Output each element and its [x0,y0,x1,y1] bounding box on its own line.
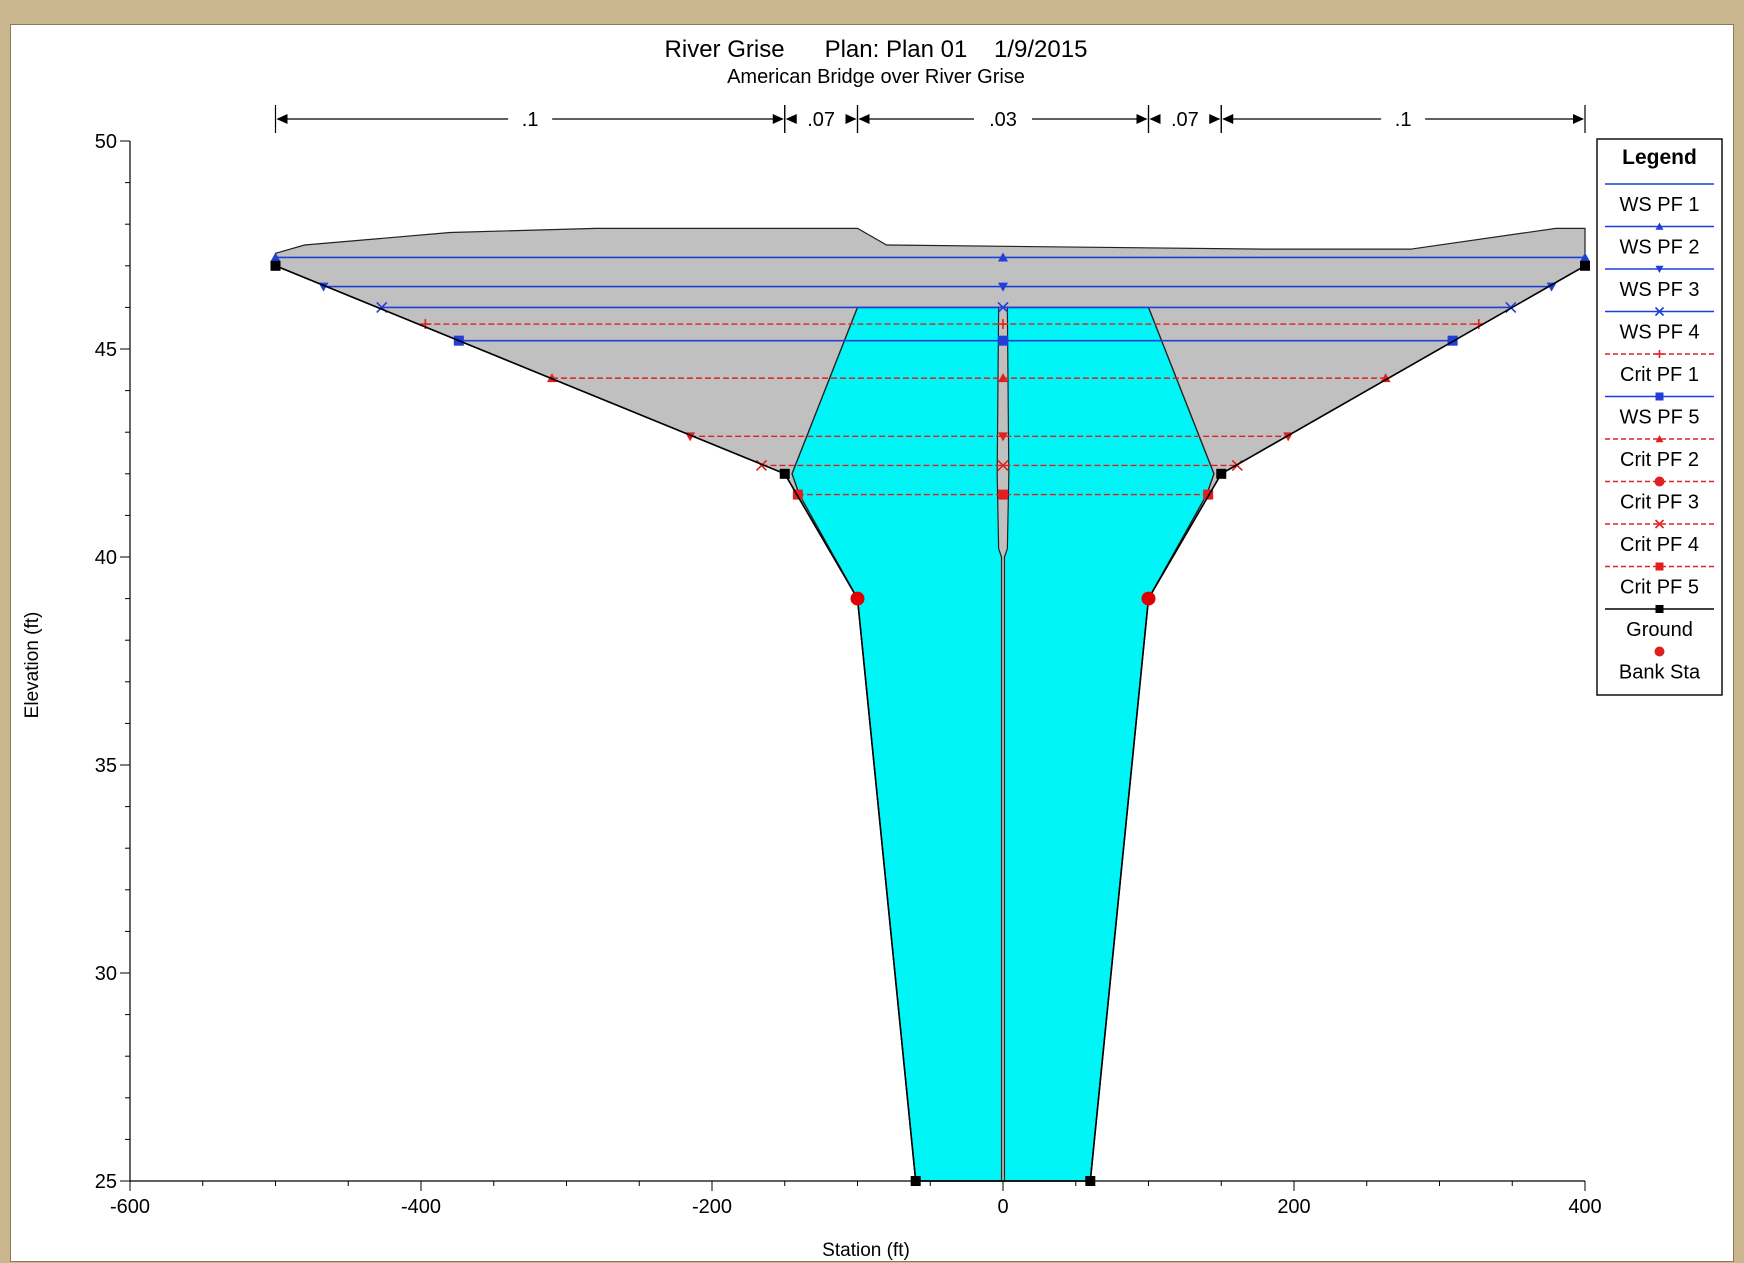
cross-section-chart: River Grise Plan: Plan 01 1/9/2015 Ameri… [22,36,1723,1261]
chart-title: River Grise Plan: Plan 01 1/9/2015 [665,36,1088,63]
y-tick-label: 30 [95,963,117,985]
series-marker [997,459,1009,472]
y-tick-label: 25 [95,1171,117,1193]
y-tick-label: 40 [95,547,117,569]
manning-arrowhead [785,114,797,124]
x-axis-label: Station (ft) [822,1240,910,1261]
y-axis-label: Elevation (ft) [22,612,43,719]
y-tick-label: 50 [95,131,117,153]
ground-marker [1580,260,1590,271]
x-tick-label: 0 [997,1196,1008,1218]
manning-arrowhead [1222,114,1234,124]
manning-arrowhead [1573,114,1584,124]
series-marker [792,489,803,500]
manning-arrowhead [276,114,288,124]
manning-arrowhead [1209,114,1221,124]
ground-marker [779,468,790,479]
x-tick-label: -400 [401,1196,441,1218]
manning-arrowhead [845,114,857,124]
legend-marker [1654,519,1665,529]
legend-marker [1654,646,1665,657]
axes: 25 30 35 40 45 50 -600 -400 -200 0 200 400 [95,131,1602,1218]
legend-marker [1655,605,1664,613]
cross-section-fill [274,227,1586,1182]
series-marker [1380,373,1391,383]
bank-station-marker [850,591,865,606]
legend-marker [1655,265,1664,273]
legend-marker [1655,350,1664,358]
series-marker [998,319,1008,330]
series-marker [998,373,1008,383]
legend-entry-label: WS PF 4 [1619,322,1699,344]
x-tick-label: -200 [692,1196,732,1218]
y-tick-label: 45 [95,339,117,361]
legend-entry-label: Crit PF 1 [1620,364,1699,386]
legend-marker [1655,392,1664,401]
legend-entry-label: Crit PF 4 [1620,534,1699,556]
series-lines [270,252,1590,1186]
x-tick-label: 200 [1277,1196,1310,1218]
series-marker [998,335,1008,346]
chart-subtitle: American Bridge over River Grise [727,66,1025,88]
legend-entry-label: Crit PF 2 [1620,449,1699,471]
manning-n-label: .1 [1395,109,1412,131]
manning-n-annotations: .1 .07 .03 .07 .1 [274,105,1586,133]
legend-entry-label: WS PF 5 [1619,407,1699,429]
series-marker [997,301,1009,313]
x-tick-label: 400 [1568,1196,1601,1218]
legend-title: Legend [1622,146,1697,169]
legend-entry-label: Ground [1626,619,1693,641]
x-tick-label: -600 [110,1196,150,1218]
manning-arrowhead [858,114,870,124]
legend-box [1596,138,1723,696]
legend-entry-label: Crit PF 5 [1620,577,1699,599]
ground-marker [1216,468,1227,479]
legend-entry-label: WS PF 1 [1619,194,1699,216]
legend-entry-label: WS PF 2 [1619,237,1699,259]
manning-n-label: .03 [989,109,1017,131]
manning-n-label: .07 [807,109,835,131]
legend-entry-label: Crit PF 3 [1620,492,1699,514]
series-marker [1203,489,1214,500]
series-marker [998,432,1008,442]
manning-n-label: .1 [522,109,539,131]
manning-arrowhead [1136,114,1148,124]
manning-arrowhead [772,114,784,124]
series-marker [998,489,1008,500]
legend-entry-label: Bank Sta [1619,662,1701,684]
manning-n-label: .07 [1171,109,1199,131]
legend: Legend WS PF 1 WS PF 2 WS PF 3 WS PF 4 Crit P… [1596,138,1723,696]
ground-marker [270,260,281,271]
series-marker [998,282,1008,292]
series-marker [1546,282,1557,292]
series-marker [1580,252,1590,262]
legend-marker [1655,435,1664,443]
legend-marker [1655,222,1664,230]
legend-marker [1654,476,1665,487]
legend-entry-label: WS PF 3 [1619,279,1699,301]
series-marker [998,252,1008,262]
series-marker [270,252,281,262]
legend-marker [1655,562,1664,571]
chart-frame: River Grise Plan: Plan 01 1/9/2015 Ameri… [10,24,1734,1262]
legend-marker [1654,306,1665,317]
manning-arrowhead [1149,114,1161,124]
bank-station-marker [1141,591,1156,606]
y-tick-label: 35 [95,755,117,777]
